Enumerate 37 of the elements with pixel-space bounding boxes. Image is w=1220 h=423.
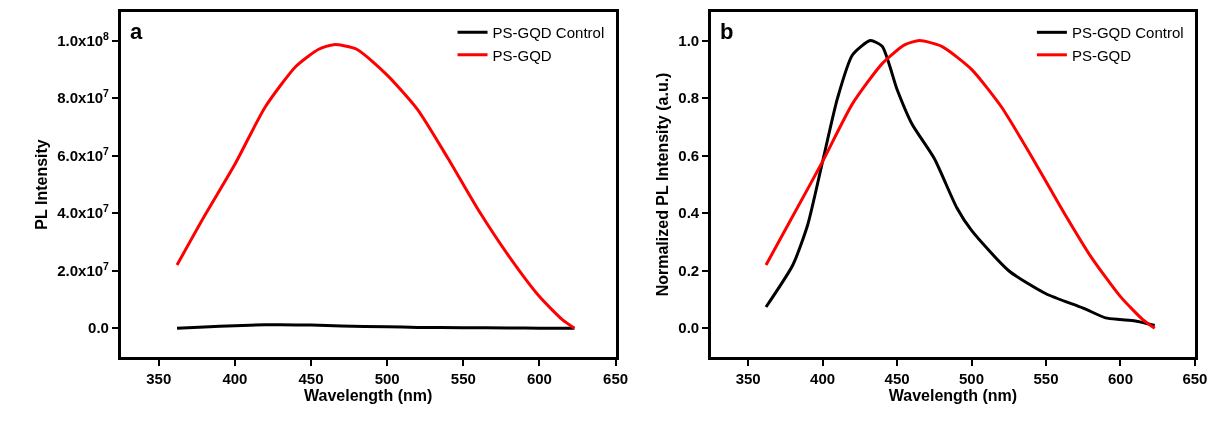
y-tick-label: 4.0x10$^{7}$ bbox=[57, 202, 110, 222]
x-tick-label: 400 bbox=[222, 369, 248, 387]
x-tick-label: 550 bbox=[450, 369, 476, 387]
x-tick-label: 350 bbox=[146, 369, 172, 387]
x-tick-label: 550 bbox=[1033, 369, 1059, 387]
x-tick-label: 450 bbox=[298, 369, 324, 387]
x-tick-label: 650 bbox=[603, 369, 629, 387]
x-tick-label: 650 bbox=[1182, 369, 1208, 387]
x-tick-label: 500 bbox=[374, 369, 400, 387]
y-tick-label: 0.0 bbox=[88, 319, 109, 337]
legend-label: PS-GQD Control bbox=[492, 24, 605, 42]
legend-label: PS-GQD bbox=[492, 46, 552, 64]
y-tick-label: 8.0x10$^{7}$ bbox=[57, 87, 110, 107]
x-tick-label: 450 bbox=[884, 369, 910, 387]
y-tick-label: 0.6 bbox=[678, 146, 700, 164]
y-tick-label: 0.8 bbox=[678, 89, 700, 107]
y-tick-label: 0.0 bbox=[678, 319, 700, 337]
y-tick-label: 1.0 bbox=[678, 31, 700, 49]
x-axis-title: Wavelength (nm) bbox=[888, 386, 1018, 404]
line-series bbox=[175, 43, 576, 330]
y-tick-label: 6.0x10$^{7}$ bbox=[57, 144, 110, 164]
y-tick-label: 1.0x10$^{8}$ bbox=[57, 29, 110, 49]
x-tick-label: 350 bbox=[735, 369, 761, 387]
legend-label: PS-GQD Control bbox=[1071, 24, 1184, 42]
y-tick-label: 0.2 bbox=[678, 261, 700, 279]
y-tick-label: 2.0x10$^{7}$ bbox=[57, 259, 110, 279]
x-tick-label: 500 bbox=[959, 369, 985, 387]
x-tick-label: 600 bbox=[526, 369, 552, 387]
x-tick-label: 400 bbox=[810, 369, 836, 387]
y-tick-label: 0.4 bbox=[678, 204, 700, 222]
y-axis-title: PL Intensity bbox=[33, 139, 51, 230]
y-axis-title: Normalized PL Intensity (a.u.) bbox=[654, 72, 672, 297]
annotation: b bbox=[720, 19, 734, 44]
annotation: a bbox=[130, 19, 143, 44]
x-tick-label: 600 bbox=[1107, 369, 1133, 387]
x-axis-title: Wavelength (nm) bbox=[303, 386, 433, 404]
legend-label: PS-GQD bbox=[1071, 46, 1132, 64]
